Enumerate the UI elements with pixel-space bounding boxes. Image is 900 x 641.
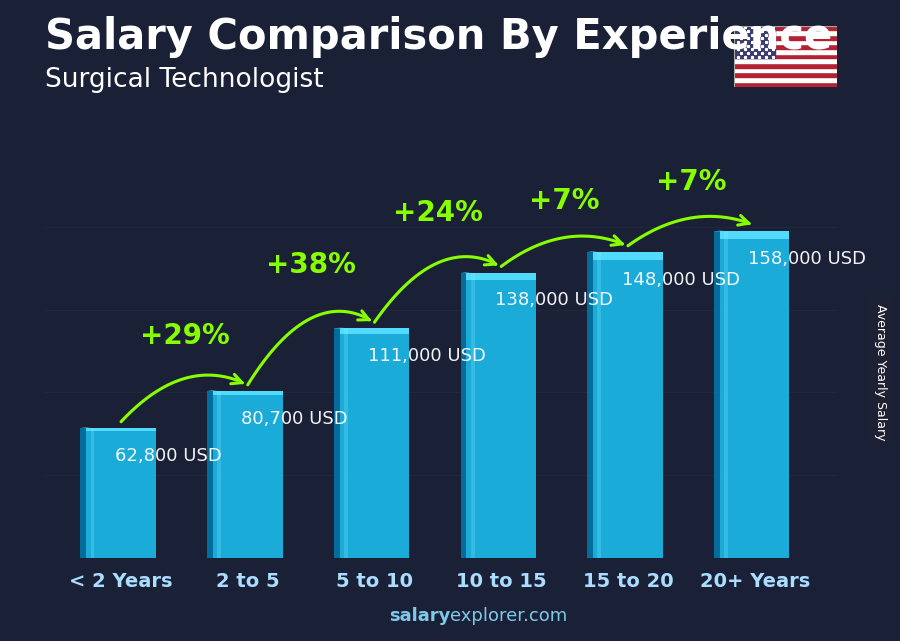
Text: 111,000 USD: 111,000 USD [368,347,486,365]
Bar [461,272,466,558]
Bar [213,391,283,395]
Text: +7%: +7% [529,187,599,215]
Bar [598,252,601,558]
Bar [334,328,339,558]
Bar [734,77,837,82]
Bar [339,328,410,558]
Bar [714,231,720,558]
Bar [471,272,474,558]
Bar [724,231,728,558]
Bar [720,231,789,558]
Bar [734,44,837,49]
Text: salary: salary [389,607,450,625]
Text: 62,800 USD: 62,800 USD [114,447,221,465]
Bar [734,58,837,63]
Bar [91,428,94,558]
Text: 138,000 USD: 138,000 USD [495,291,613,309]
Bar [86,428,156,558]
Bar [466,272,536,279]
Bar [588,252,593,558]
Text: +29%: +29% [140,322,230,350]
Bar [734,26,775,58]
Text: explorer.com: explorer.com [450,607,567,625]
Bar [593,252,662,558]
Bar [734,35,837,40]
Bar [734,68,837,72]
Text: Salary Comparison By Experience: Salary Comparison By Experience [45,16,832,58]
Bar [734,54,837,58]
Bar [734,26,837,30]
Bar [86,428,156,431]
Bar [207,391,213,558]
Text: 80,700 USD: 80,700 USD [241,410,348,428]
Text: +7%: +7% [656,168,726,196]
Bar [734,72,837,77]
Text: Average Yearly Salary: Average Yearly Salary [874,304,886,440]
Text: 148,000 USD: 148,000 USD [622,271,740,288]
Bar [466,272,536,558]
Text: +38%: +38% [266,251,356,279]
Bar [344,328,348,558]
Bar [593,252,662,260]
Bar [339,328,410,334]
Bar [734,82,837,87]
Text: 158,000 USD: 158,000 USD [748,250,867,268]
Text: Surgical Technologist: Surgical Technologist [45,67,324,94]
Bar [734,40,837,44]
Bar [80,428,86,558]
Bar [734,63,837,68]
Bar [213,391,283,558]
Text: +24%: +24% [393,199,482,227]
Bar [734,49,837,54]
Bar [734,30,837,35]
Bar [720,231,789,240]
Bar [217,391,221,558]
